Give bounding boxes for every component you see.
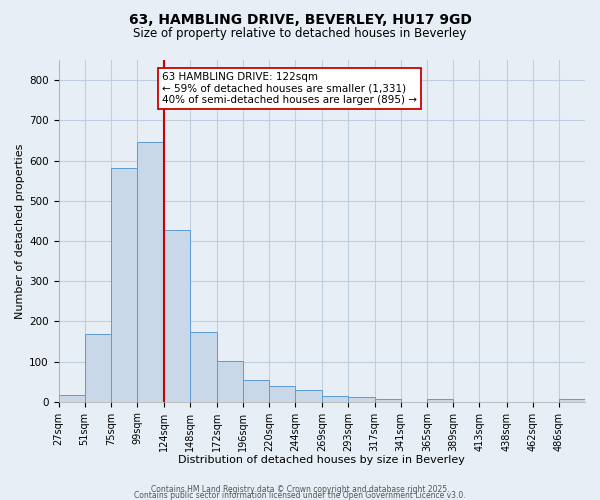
Bar — [295, 390, 322, 402]
Text: 63, HAMBLING DRIVE, BEVERLEY, HU17 9GD: 63, HAMBLING DRIVE, BEVERLEY, HU17 9GD — [128, 12, 472, 26]
Bar — [243, 380, 269, 402]
Bar — [164, 230, 190, 402]
Bar — [59, 396, 85, 402]
Bar — [85, 334, 111, 402]
Bar — [374, 398, 401, 402]
Text: Size of property relative to detached houses in Beverley: Size of property relative to detached ho… — [133, 28, 467, 40]
Bar — [190, 332, 217, 402]
Y-axis label: Number of detached properties: Number of detached properties — [15, 143, 25, 318]
Bar — [111, 168, 137, 402]
Bar — [137, 142, 164, 402]
Text: 63 HAMBLING DRIVE: 122sqm
← 59% of detached houses are smaller (1,331)
40% of se: 63 HAMBLING DRIVE: 122sqm ← 59% of detac… — [162, 72, 417, 106]
X-axis label: Distribution of detached houses by size in Beverley: Distribution of detached houses by size … — [178, 455, 465, 465]
Bar — [427, 398, 453, 402]
Text: Contains HM Land Registry data © Crown copyright and database right 2025.: Contains HM Land Registry data © Crown c… — [151, 484, 449, 494]
Bar — [322, 396, 349, 402]
Bar — [559, 399, 585, 402]
Bar — [349, 397, 374, 402]
Text: Contains public sector information licensed under the Open Government Licence v3: Contains public sector information licen… — [134, 490, 466, 500]
Bar — [269, 386, 295, 402]
Bar — [217, 360, 243, 402]
